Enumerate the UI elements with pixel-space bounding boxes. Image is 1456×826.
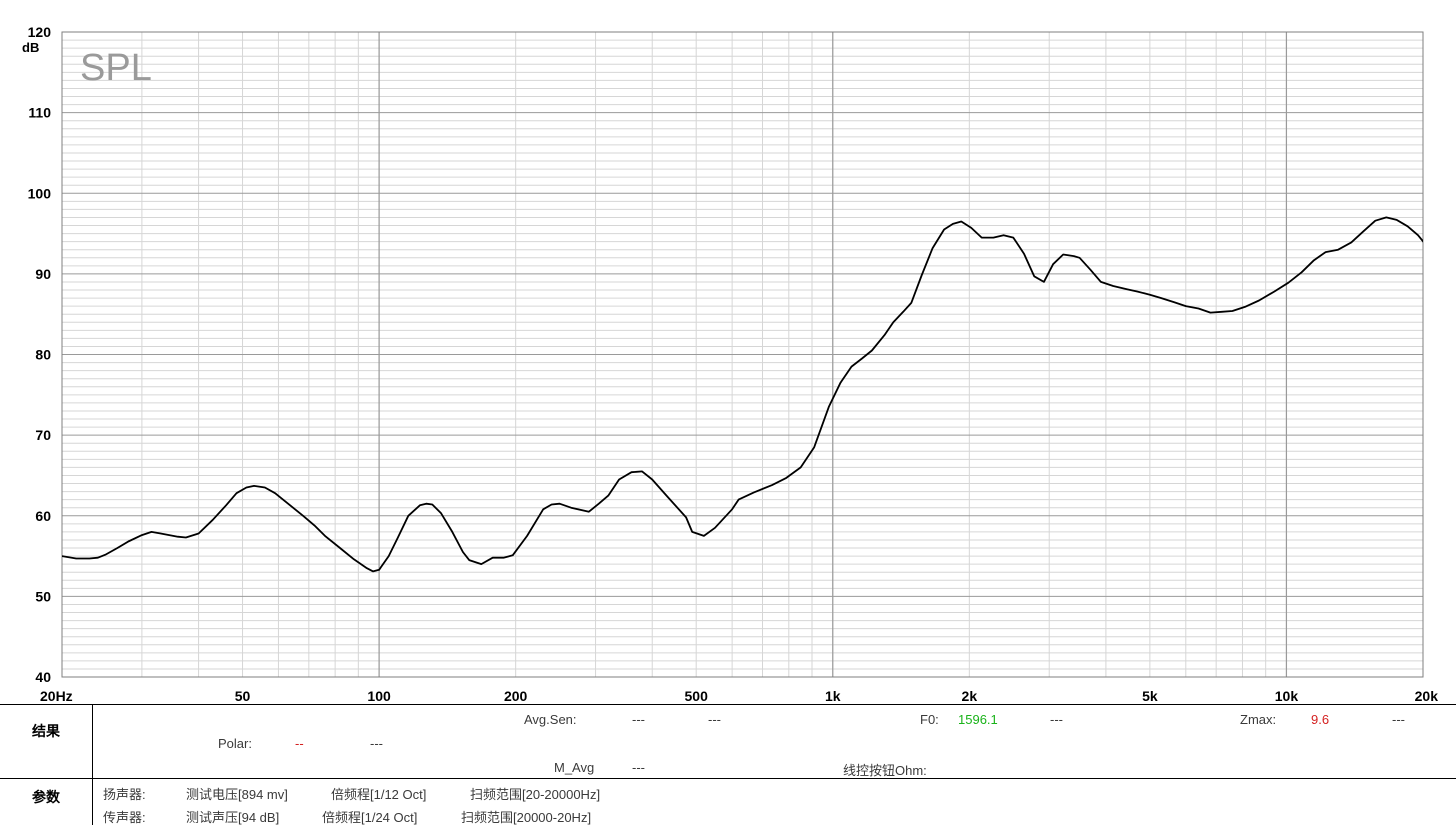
- chart-title: SPL: [80, 47, 152, 89]
- polar-value: --: [295, 736, 304, 751]
- x-tick-label: 2k: [962, 688, 978, 704]
- microphone-sweep-range: 扫频范围[20000-20Hz]: [461, 810, 592, 825]
- f0-label: F0:: [920, 712, 939, 727]
- y-tick-label: 70: [35, 427, 51, 443]
- results-label: 结果: [32, 723, 60, 739]
- y-tick-label: 60: [35, 508, 51, 524]
- x-tick-label: 1k: [825, 688, 841, 704]
- params-label: 参数: [32, 789, 60, 805]
- test-voltage: 测试电压[894 mv]: [186, 787, 288, 802]
- avg-sen-label: Avg.Sen:: [524, 712, 577, 727]
- plot-frame: [61, 31, 1424, 678]
- polar-value-2: ---: [370, 736, 383, 751]
- line-control-ohm-label: 线控按钮Ohm:: [843, 763, 927, 778]
- zmax-value: 9.6: [1311, 712, 1330, 727]
- microphone-octave: 倍频程[1/24 Oct]: [322, 810, 418, 825]
- y-tick-label: 110: [28, 105, 51, 121]
- y-tick-label: 120: [28, 24, 52, 40]
- y-tick-labels: 40 50 60 70 80 90 100 110 120: [28, 24, 52, 685]
- y-axis-unit: dB: [22, 40, 39, 55]
- params-divider: [92, 779, 93, 825]
- results-section: 结果 Avg.Sen: --- --- F0: 1596.1 --- Zmax:…: [0, 704, 1456, 779]
- x-tick-label: 500: [685, 688, 709, 704]
- f0-value-2: ---: [1050, 712, 1063, 727]
- x-tick-label: 10k: [1275, 688, 1299, 704]
- x-tick-label: 200: [504, 688, 528, 704]
- x-tick-label: 5k: [1142, 688, 1158, 704]
- x-tick-label: 100: [367, 688, 391, 704]
- zmax-label: Zmax:: [1240, 712, 1277, 727]
- polar-label: Polar:: [218, 736, 252, 751]
- speaker-label: 扬声器:: [103, 787, 146, 802]
- y-tick-label: 90: [35, 266, 51, 282]
- speaker-sweep-range: 扫频范围[20-20000Hz]: [470, 787, 601, 802]
- microphone-label: 传声器:: [103, 810, 146, 825]
- x-tick-labels: 20Hz 50 100 200 500 1k 2k 5k 10k 20k: [40, 688, 1438, 704]
- results-divider: [92, 705, 93, 779]
- test-spl: 测试声压[94 dB]: [186, 810, 280, 825]
- avg-sen-value: ---: [632, 712, 645, 727]
- y-tick-label: 100: [28, 185, 52, 201]
- speaker-octave: 倍频程[1/12 Oct]: [331, 787, 427, 802]
- f0-value: 1596.1: [958, 712, 998, 727]
- zmax-value-2: ---: [1392, 712, 1405, 727]
- x-tick-label: 50: [235, 688, 251, 704]
- major-grid: [62, 32, 1423, 677]
- x-tick-label: 20k: [1415, 688, 1439, 704]
- spl-curve: [62, 216, 1423, 573]
- avg-sen-value-2: ---: [708, 712, 721, 727]
- y-tick-label: 40: [35, 669, 51, 685]
- m-avg-value: ---: [632, 760, 645, 775]
- results-panel: 结果 Avg.Sen: --- --- F0: 1596.1 --- Zmax:…: [0, 704, 1456, 825]
- y-tick-label: 50: [35, 588, 51, 604]
- x-tick-label: 20Hz: [40, 688, 73, 704]
- params-section: 参数 扬声器: 测试电压[894 mv] 倍频程[1/12 Oct] 扫频范围[…: [0, 778, 1456, 825]
- series-layer: [62, 216, 1423, 573]
- y-tick-label: 80: [35, 347, 51, 363]
- m-avg-label: M_Avg: [554, 760, 595, 775]
